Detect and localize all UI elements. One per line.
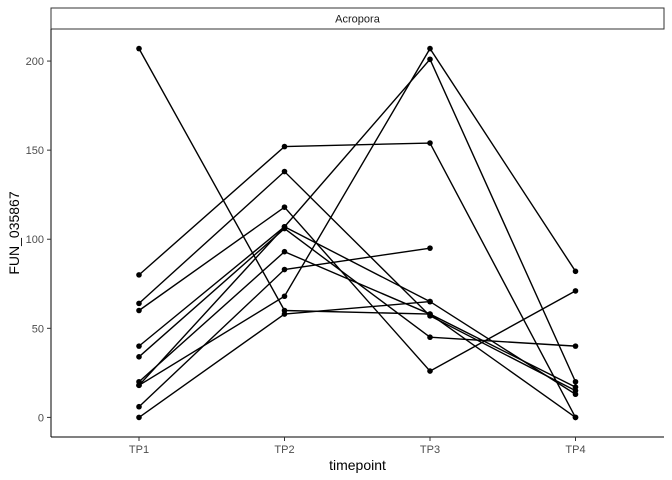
x-axis-title: timepoint	[329, 457, 386, 473]
x-tick-label: TP2	[274, 444, 294, 456]
x-tick-label: TP4	[565, 444, 585, 456]
data-point	[281, 266, 288, 273]
x-tick-label: TP3	[420, 444, 440, 456]
data-point	[427, 245, 433, 251]
data-point	[136, 272, 142, 278]
y-tick-label: 100	[26, 234, 44, 246]
data-point	[572, 378, 579, 385]
series-line	[138, 47, 577, 386]
data-point	[281, 311, 288, 317]
y-tick-label: 150	[26, 145, 44, 157]
data-point	[136, 300, 142, 307]
facet-strip-label: Acropora	[335, 14, 381, 26]
data-point	[427, 298, 433, 305]
y-tick-label: 50	[32, 323, 44, 335]
data-point	[136, 45, 142, 52]
series-line	[138, 225, 576, 395]
data-point	[281, 248, 288, 255]
data-point	[281, 204, 288, 210]
data-point	[427, 45, 433, 52]
data-point	[136, 343, 142, 349]
data-point	[281, 223, 288, 230]
series-line	[138, 58, 577, 386]
y-tick-label: 200	[26, 56, 44, 68]
series-line	[138, 170, 576, 392]
series-line	[138, 250, 576, 388]
plot-area	[136, 45, 579, 421]
x-tick-label: TP1	[129, 444, 149, 456]
data-point	[427, 368, 433, 374]
data-point	[572, 288, 579, 294]
data-point	[136, 354, 142, 360]
facet-strip	[50, 7, 665, 30]
data-point	[136, 403, 142, 410]
data-point	[427, 334, 433, 341]
axes: 0 50 100 150 200 TP1 TP2 TP3 TP4	[26, 29, 664, 456]
data-point	[281, 143, 288, 150]
y-axis-title: FUN_035867	[6, 191, 22, 274]
data-point	[427, 140, 433, 146]
data-point	[427, 311, 433, 317]
data-point	[427, 56, 433, 63]
data-point	[572, 268, 579, 275]
series-line	[138, 206, 576, 372]
data-point	[572, 414, 579, 421]
y-tick-label: 0	[38, 412, 44, 424]
data-point	[136, 382, 142, 389]
series-line	[138, 48, 576, 418]
data-point	[572, 384, 579, 390]
data-point	[136, 307, 142, 314]
data-point	[136, 414, 142, 421]
data-point	[281, 168, 288, 175]
data-point	[572, 391, 579, 398]
data-point	[572, 343, 579, 349]
series-line	[138, 142, 577, 418]
data-point	[281, 293, 288, 300]
